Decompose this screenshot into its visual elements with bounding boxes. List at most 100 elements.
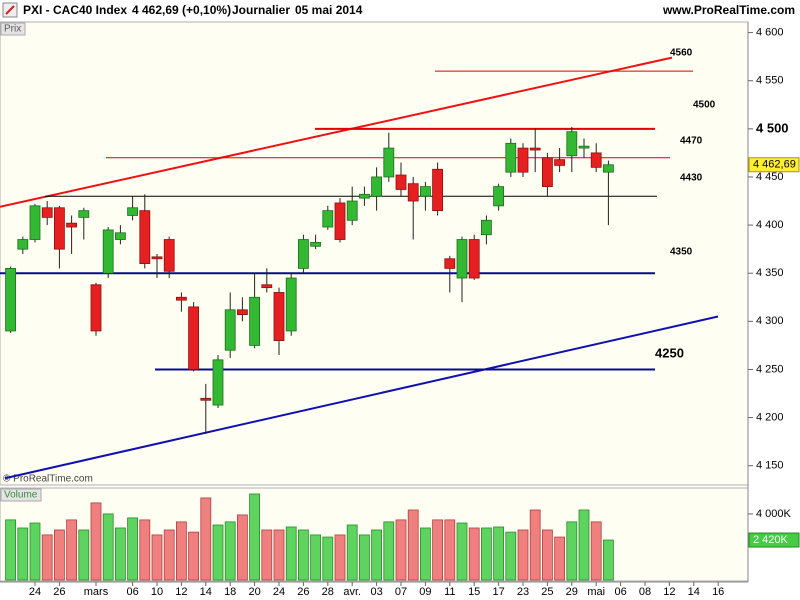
candle-body <box>297 239 309 269</box>
candle-body <box>273 292 285 341</box>
x-tick-label: 14 <box>200 586 212 598</box>
candle-body <box>603 164 614 173</box>
price-panel <box>0 21 749 486</box>
volume-bar <box>273 529 285 581</box>
volume-y-tick-label: 4 000K <box>756 508 792 520</box>
candle-body <box>480 219 492 236</box>
y-tick-label: 4 200 <box>756 411 784 423</box>
volume-bar <box>493 526 505 581</box>
volume-bar <box>261 529 273 581</box>
candle-body <box>163 239 175 272</box>
candle-body <box>66 222 77 228</box>
volume-bar <box>590 521 602 581</box>
candle-body <box>322 210 334 228</box>
copyright: © ProRealTime.com <box>3 474 93 485</box>
level-label: 4560 <box>670 48 693 59</box>
x-tick-label: mars <box>84 586 109 598</box>
y-tick-label: 4 250 <box>756 363 784 375</box>
volume-label: Volume <box>4 490 38 501</box>
y-tick-label: 4 600 <box>756 26 784 38</box>
volume-bar <box>554 536 565 581</box>
volume-bar <box>29 522 41 581</box>
x-tick-label: 25 <box>541 586 553 598</box>
candle-body <box>102 229 114 274</box>
candle-body <box>261 284 273 289</box>
volume-bar <box>151 534 163 581</box>
volume-bar <box>175 521 187 581</box>
volume-bar <box>542 529 553 581</box>
volume-bar <box>297 529 309 581</box>
y-tick-label: 4 350 <box>756 267 784 279</box>
candle-body <box>139 210 151 264</box>
y-tick-label: 4 500 <box>756 120 789 135</box>
volume-bar <box>578 509 590 581</box>
volume-bar <box>41 534 53 581</box>
candle-body <box>78 210 90 218</box>
volume-bar <box>456 522 468 581</box>
volume-bar <box>78 529 90 581</box>
volume-bar <box>603 539 614 581</box>
header-site: www.ProRealTime.com <box>662 3 795 17</box>
volume-bar <box>566 521 578 581</box>
candle-body <box>188 306 200 370</box>
volume-bar <box>358 534 370 581</box>
volume-bar <box>419 527 431 581</box>
candle-body <box>17 239 29 250</box>
header-title: PXI - CAC40 Index <box>23 3 127 17</box>
volume-bar <box>115 527 126 581</box>
last-volume-box <box>748 532 800 548</box>
x-tick-label: 16 <box>712 586 724 598</box>
candle-body <box>529 147 541 151</box>
level-label: 4250 <box>655 345 684 360</box>
x-tick-label: avr. <box>343 586 361 598</box>
volume-bar <box>383 521 395 581</box>
level-label: 4430 <box>680 173 703 184</box>
x-tick-label: 08 <box>639 586 651 598</box>
volume-bar <box>444 519 456 581</box>
volume-bar <box>322 536 334 581</box>
candle-body <box>346 200 358 221</box>
icon-line <box>5 5 15 15</box>
candle-body <box>358 193 370 199</box>
volume-bar <box>212 524 224 581</box>
candle-body <box>432 168 444 212</box>
last-volume-label: 2 420K <box>753 534 789 546</box>
x-tick-label: 06 <box>614 586 626 598</box>
candle-body <box>115 232 126 240</box>
candle-body <box>224 309 236 351</box>
last-close-box <box>748 157 800 173</box>
y-tick-label: 4 400 <box>756 219 784 231</box>
x-tick-label: 26 <box>297 586 309 598</box>
volume-bar <box>334 534 346 581</box>
x-tick-label: 20 <box>248 586 260 598</box>
volume-bar <box>407 509 419 581</box>
volume-bar <box>54 529 65 581</box>
level-label: 4350 <box>670 247 693 258</box>
candle-body <box>151 256 163 260</box>
x-tick-label: 09 <box>419 586 431 598</box>
candle-body <box>371 176 383 197</box>
candle-body <box>127 207 138 216</box>
x-tick-label: 03 <box>370 586 382 598</box>
volume-bar <box>346 524 358 581</box>
candle-body <box>395 174 407 190</box>
volume-label-box <box>0 488 42 502</box>
level-label: 4500 <box>693 100 716 111</box>
volume-bar <box>163 529 175 581</box>
candle-body <box>407 183 419 202</box>
volume-bar <box>371 529 383 581</box>
candle-body <box>456 239 468 279</box>
x-tick-label: 10 <box>151 586 163 598</box>
x-tick-label: 28 <box>322 586 334 598</box>
header-period: Journalier <box>232 3 290 17</box>
header-date: 05 mai 2014 <box>295 3 363 17</box>
x-tick-label: 14 <box>688 586 700 598</box>
candle-body <box>578 145 590 149</box>
volume-bar <box>224 521 236 581</box>
candle-body <box>517 147 529 173</box>
x-tick-label: 24 <box>29 586 41 598</box>
candle-body <box>54 207 65 250</box>
candle-body <box>419 186 431 197</box>
volume-bar <box>139 519 151 581</box>
